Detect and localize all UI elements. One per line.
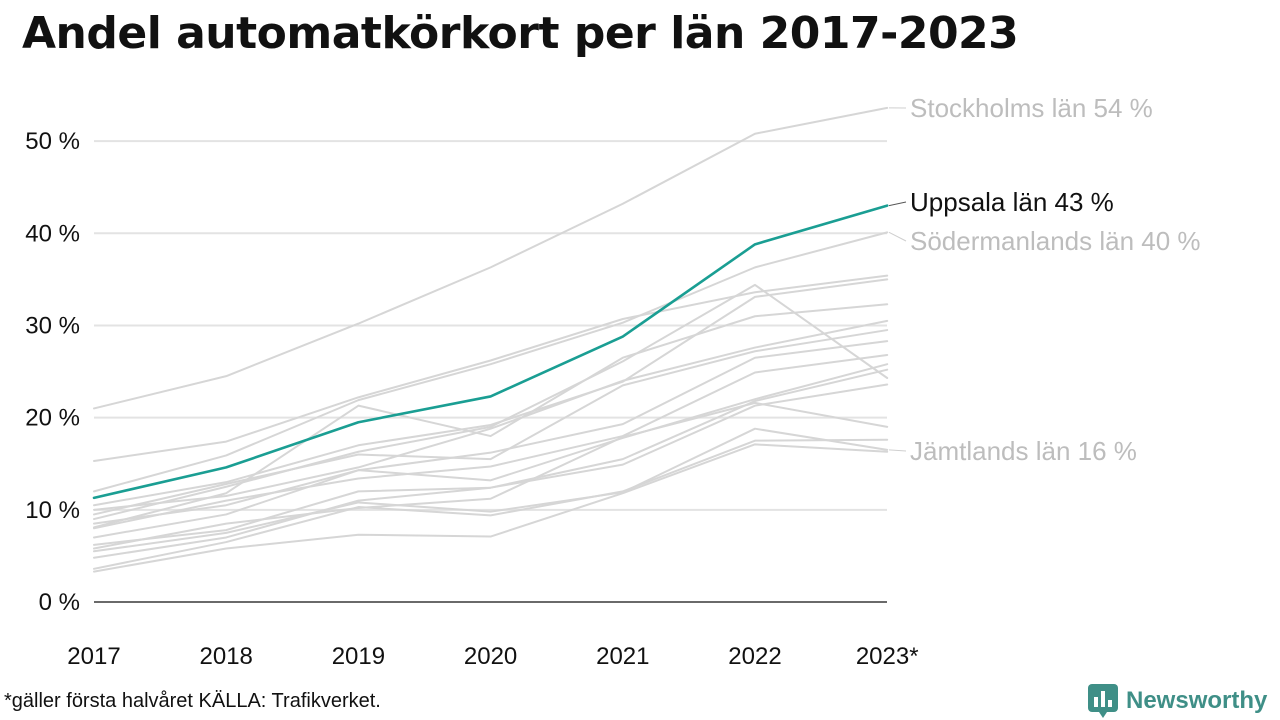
x-tick-label: 2021 bbox=[596, 643, 649, 670]
brand-name: Newsworthy bbox=[1126, 687, 1268, 714]
y-tick-label: 20 % bbox=[25, 405, 80, 432]
series-line-jämtlands-län bbox=[93, 427, 889, 553]
x-tick-label: 2020 bbox=[464, 643, 517, 670]
series-line-län-n bbox=[93, 443, 889, 573]
x-tick-label: 2017 bbox=[67, 643, 120, 670]
end-label-uppsala-län: Uppsala län 43 % bbox=[910, 187, 1114, 217]
series-line-län-i bbox=[93, 363, 889, 539]
end-label-leader bbox=[888, 201, 907, 207]
end-label-stockholms-län: Stockholms län 54 % bbox=[910, 93, 1153, 123]
series-line-län-e bbox=[93, 319, 889, 511]
y-tick-label: 10 % bbox=[25, 497, 80, 524]
gridlines bbox=[94, 140, 887, 603]
y-tick-label: 0 % bbox=[39, 589, 80, 616]
series-line-län-d bbox=[93, 303, 889, 529]
bar-chart-icon bbox=[1088, 684, 1118, 718]
chart-title: Andel automatkörkort per län 2017-2023 bbox=[22, 8, 1019, 59]
end-label-leader bbox=[888, 449, 907, 452]
series-line-län-c bbox=[93, 283, 889, 521]
y-axis-ticks: 0 % 10 % 20 % 30 % 40 % 50 % bbox=[25, 128, 80, 616]
end-label-leader bbox=[888, 231, 907, 242]
y-tick-label: 50 % bbox=[25, 128, 80, 155]
end-labels: Stockholms län 54 % Uppsala län 43 % Söder… bbox=[888, 93, 1201, 466]
series-line-län-f bbox=[93, 329, 889, 516]
source-note: *gäller första halvåret KÄLLA: Trafikver… bbox=[4, 690, 381, 712]
series-line-län-m bbox=[93, 438, 889, 570]
x-tick-label: 2022 bbox=[728, 643, 781, 670]
series-line-södermanlands-län bbox=[93, 231, 889, 493]
series-line-län-a bbox=[93, 274, 889, 462]
series-line-stockholms-län bbox=[93, 106, 889, 410]
end-label-södermanlands-län: Södermanlands län 40 % bbox=[910, 226, 1201, 256]
series-line-län-l bbox=[93, 401, 889, 550]
series-line-län-b bbox=[93, 278, 889, 507]
x-tick-label: 2018 bbox=[200, 643, 253, 670]
x-axis-ticks: 2017 2018 2019 2020 2021 2022 2023* bbox=[67, 643, 918, 670]
brand-logo: Newsworthy bbox=[1088, 684, 1267, 718]
end-label-jämtlands-län: Jämtlands län 16 % bbox=[910, 436, 1137, 466]
x-tick-label: 2019 bbox=[332, 643, 385, 670]
series-line-uppsala-län bbox=[92, 204, 889, 500]
y-tick-label: 40 % bbox=[25, 220, 80, 247]
x-tick-label: 2023* bbox=[856, 643, 919, 670]
series-line-län-g bbox=[93, 340, 889, 525]
series-line-län-h bbox=[93, 353, 889, 530]
series-lines bbox=[92, 106, 889, 573]
y-tick-label: 30 % bbox=[25, 312, 80, 339]
series-line-län-k bbox=[93, 383, 889, 559]
